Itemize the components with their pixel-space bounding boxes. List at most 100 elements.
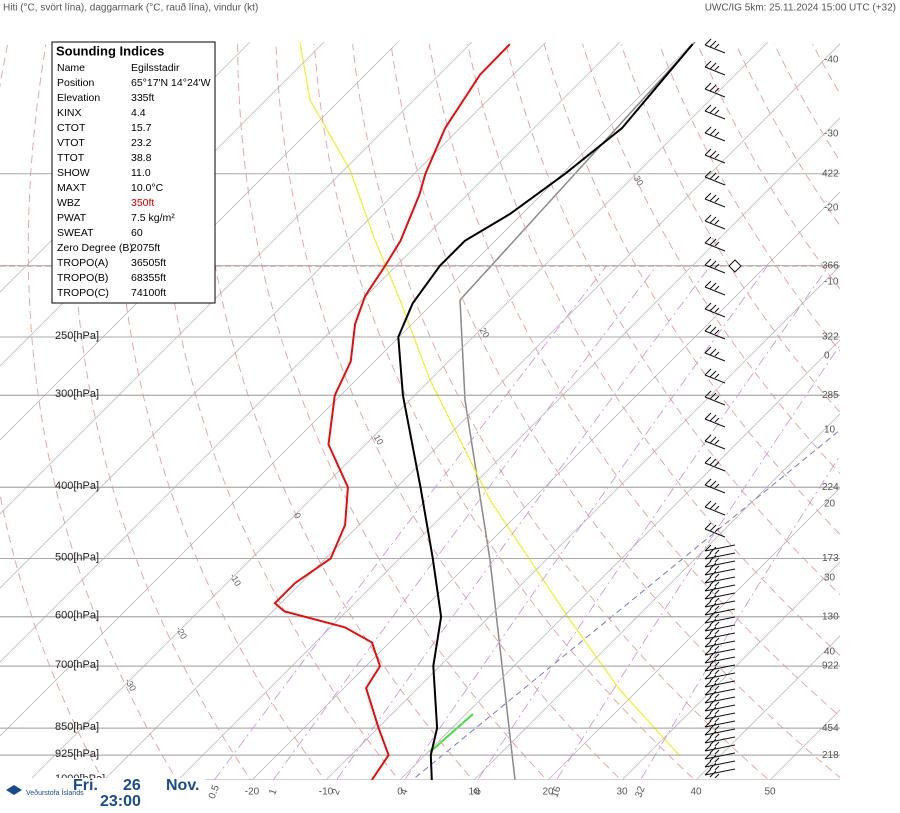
adiabat-label: -20 (174, 625, 189, 641)
index-name: TROPO(A) (57, 257, 108, 269)
pressure-label: 700[hPa] (55, 659, 99, 671)
parcel-line (460, 42, 695, 300)
wind-barb (705, 713, 735, 722)
x-tick-label: -20 (245, 787, 260, 798)
index-value: 4.4 (131, 107, 146, 119)
pressure-label: 600[hPa] (55, 610, 99, 622)
index-value: 38.8 (131, 152, 152, 164)
height-label: 173 (822, 553, 839, 564)
wind-barb (705, 391, 725, 405)
dry-adiabat (889, 44, 900, 796)
adiabat-label: 10 (372, 433, 386, 447)
wind-barb (705, 39, 725, 53)
height-label: 366 (822, 260, 839, 271)
wind-barb (705, 479, 725, 493)
wind-barb (705, 171, 725, 185)
index-value: Egilsstadir (131, 62, 180, 74)
index-value: 11.0 (131, 167, 151, 179)
mixing-ratio-line (262, 266, 657, 796)
wind-barb (705, 281, 725, 295)
wind-barb (705, 689, 735, 698)
index-name: SHOW (57, 167, 90, 179)
wind-barb (705, 625, 735, 634)
wind-barb (705, 737, 735, 746)
header-right: UWC/IG 5km: 25.11.2024 15:00 UTC (+32) (705, 3, 896, 14)
wind-barb (705, 633, 735, 642)
footer-time: 23:00 (100, 793, 141, 808)
index-name: Elevation (57, 92, 100, 104)
wind-barb (705, 347, 725, 361)
wind-barb (705, 61, 725, 75)
wind-barb (705, 657, 735, 666)
index-name: WBZ (57, 197, 81, 209)
index-value: 60 (131, 227, 143, 239)
wind-barb (705, 697, 735, 706)
dry-adiabat (506, 44, 900, 796)
height-label: 285 (822, 390, 839, 401)
wind-barb (705, 413, 725, 427)
adiabat-label: -10 (228, 572, 243, 588)
footer-month: Nov. (166, 777, 199, 794)
wind-barb (705, 577, 735, 586)
footer-date: 26 (123, 777, 141, 794)
dry-adiabat (583, 44, 900, 796)
index-value: 335ft (131, 92, 154, 104)
wet-bulb-line (300, 42, 680, 756)
dry-adiabat (813, 44, 900, 796)
isotherm-label: -10 (824, 277, 839, 288)
dry-adiabat (429, 44, 900, 796)
isotherm (548, 42, 900, 780)
wind-barb (705, 769, 735, 778)
isotherm-label: -20 (824, 203, 839, 214)
dry-adiabat (544, 44, 900, 796)
wind-barb (705, 237, 725, 251)
wind-barb (705, 215, 725, 229)
wind-barb (705, 127, 725, 141)
indices-title: Sounding Indices (56, 43, 164, 58)
wind-barb (705, 729, 735, 738)
dry-adiabat (698, 44, 900, 796)
isotherm (178, 42, 900, 780)
index-value: 10.0°C (131, 182, 164, 194)
index-value: 23.2 (131, 137, 152, 149)
index-name: TROPO(C) (57, 287, 109, 299)
isotherm (622, 42, 900, 780)
mixing-ratio-label: 32 (633, 785, 647, 800)
index-value: 74100ft (131, 287, 166, 299)
wind-barb (705, 753, 735, 762)
pressure-label: 850[hPa] (55, 721, 99, 733)
dry-adiabat (851, 44, 900, 796)
height-label: 422 (822, 168, 839, 179)
wind-barb (705, 585, 735, 594)
wind-barb (705, 673, 735, 682)
dry-adiabat (353, 44, 787, 796)
mixing-ratio-label: 1 (267, 787, 279, 796)
wind-barb (705, 745, 735, 754)
wind-barbs (705, 39, 741, 778)
isotherm-label: 40 (824, 647, 836, 658)
isotherm-label: -30 (824, 129, 839, 140)
mixing-ratio-line (468, 266, 829, 796)
pressure-label: 925[hPa] (55, 748, 99, 760)
wind-barb (705, 617, 735, 626)
height-label: 454 (822, 723, 839, 734)
isotherm-label: 30 (824, 573, 836, 584)
footer: Veðurstofa Íslands Fri. 26 Nov. 23:00 (0, 777, 205, 808)
wind-barb (705, 435, 725, 449)
pressure-label: 500[hPa] (55, 551, 99, 563)
wind-barb (705, 601, 735, 610)
height-label: 322 (822, 332, 839, 343)
index-name: VTOT (57, 137, 85, 149)
height-label: 922 (822, 661, 839, 672)
height-label: 218 (822, 750, 839, 761)
wind-barb (705, 649, 735, 658)
isotherm-label: -40 (824, 55, 839, 66)
isotherm-label: 0 (824, 351, 830, 362)
wind-barb (705, 761, 735, 770)
mixing-ratio-line (394, 266, 768, 796)
dry-adiabat (468, 44, 900, 796)
index-value: 36505ft (131, 257, 166, 269)
index-name: MAXT (57, 182, 87, 194)
